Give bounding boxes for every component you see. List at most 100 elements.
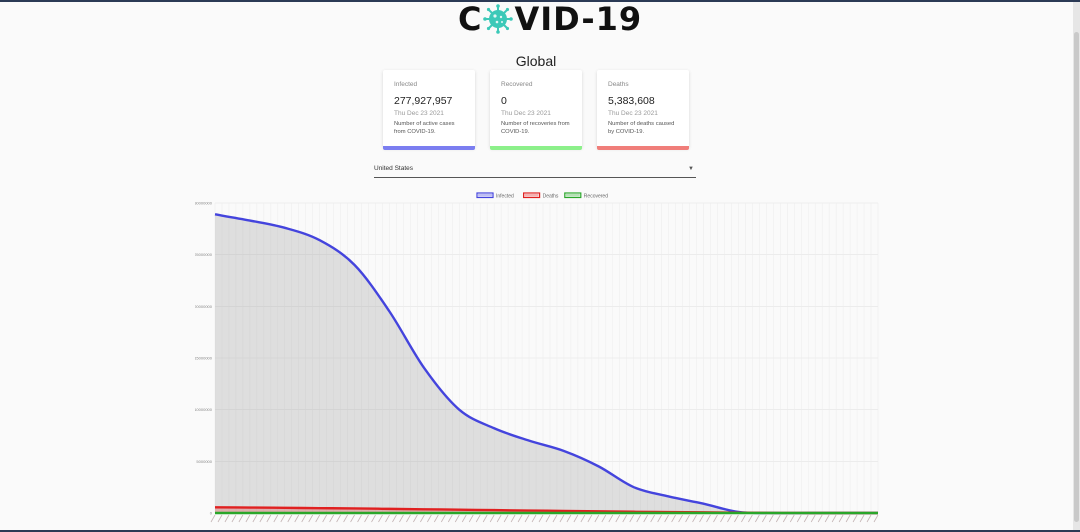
x-tick-mark (664, 514, 669, 523)
x-tick-mark (859, 514, 865, 523)
y-tick-label: 20000000 (195, 304, 213, 309)
x-tick-mark (796, 514, 802, 523)
y-tick-label: 10000000 (195, 407, 213, 412)
x-tick-mark (671, 514, 676, 523)
country-select-value: United States (374, 165, 414, 172)
infected-label: Infected (394, 81, 418, 88)
series-area-deaths (215, 507, 878, 514)
legend-swatch-fill (478, 194, 492, 197)
x-tick-mark (245, 514, 251, 523)
x-tick-mark (217, 514, 223, 523)
x-tick-mark (810, 514, 816, 523)
window-bottom-border (0, 530, 1080, 532)
x-tick-mark (831, 514, 837, 523)
x-tick-mark (524, 514, 530, 523)
x-tick-mark (371, 514, 376, 523)
x-tick-mark (622, 514, 628, 523)
legend-swatch-deaths[interactable] (523, 192, 541, 199)
x-tick-mark (224, 514, 230, 523)
x-tick-mark (594, 514, 600, 523)
recovered-label: Recovered (501, 81, 533, 88)
x-tick-mark (531, 514, 537, 523)
x-tick-mark (706, 514, 711, 523)
x-tick-mark (315, 514, 321, 523)
y-tick-label: 5000000 (196, 459, 212, 464)
legend-swatch-infected[interactable] (476, 192, 494, 199)
x-tick-mark (399, 514, 404, 523)
x-tick-mark (545, 514, 551, 523)
x-tick-mark (699, 514, 704, 523)
infected-card: Infected 277,927,957 Thu Dec 23 2021 Num… (383, 70, 475, 150)
x-tick-mark (573, 514, 579, 523)
x-tick-mark (643, 514, 649, 523)
logo-text-right: VID-19 (514, 0, 643, 38)
x-tick-mark (357, 514, 362, 523)
legend-swatch-fill (524, 194, 539, 197)
deaths-label: Deaths (608, 81, 629, 88)
logo-text-left: C (458, 0, 483, 38)
cases-line-chart: 30000000 25000000 20000000 15000000 10000000… (195, 192, 879, 523)
series-area-infected (215, 214, 878, 514)
x-tick-mark (734, 514, 739, 523)
x-tick-mark (650, 514, 656, 523)
x-tick-mark (392, 514, 397, 523)
deaths-desc-line2: by COVID-19. (608, 129, 645, 135)
x-tick-mark (852, 514, 858, 523)
x-tick-mark (350, 514, 355, 523)
x-tick-mark (580, 514, 586, 523)
x-tick-mark (873, 514, 879, 523)
infected-date: Thu Dec 23 2021 (394, 110, 444, 117)
x-tick-mark (427, 514, 432, 523)
legend-swatch-fill (565, 194, 580, 197)
infected-desc-line2: from COVID-19. (394, 129, 436, 135)
x-tick-mark (266, 514, 272, 523)
x-tick-mark (517, 514, 523, 523)
x-tick-mark (685, 514, 690, 523)
scrollbar-thumb[interactable] (1074, 32, 1079, 522)
x-tick-mark (552, 514, 558, 523)
x-tick-mark (713, 514, 718, 523)
x-tick-mark (406, 514, 411, 523)
x-tick-mark (454, 514, 460, 523)
recovered-date: Thu Dec 23 2021 (501, 110, 551, 117)
x-tick-mark (364, 514, 369, 523)
x-tick-mark (475, 514, 481, 523)
legend-label-recovered: Recovered (584, 194, 608, 200)
recovered-card: Recovered 0 Thu Dec 23 2021 Number of re… (490, 70, 582, 150)
legend-swatch-recovered[interactable] (564, 192, 582, 199)
y-tick-label: 15000000 (195, 356, 213, 361)
x-tick-mark (678, 514, 683, 523)
recovered-description: Number of recoveries from COVID-19. (501, 120, 571, 136)
x-tick-mark (273, 514, 279, 523)
x-tick-mark (608, 514, 614, 523)
x-tick-mark (761, 514, 767, 523)
country-select[interactable]: United States ▼ (374, 165, 696, 178)
virus-icon (483, 4, 514, 34)
x-tick-mark (503, 514, 509, 523)
x-tick-mark (329, 514, 334, 523)
x-tick-mark (587, 514, 593, 523)
x-tick-mark (510, 514, 516, 523)
infected-count: 277,927,957 (394, 95, 453, 107)
x-tick-mark (301, 514, 307, 523)
x-tick-mark (210, 514, 216, 523)
page-scrollbar[interactable] (1073, 2, 1080, 530)
y-tick-label: 0 (210, 511, 213, 516)
x-tick-mark (824, 514, 830, 523)
x-tick-mark (238, 514, 244, 523)
deaths-color-bar (597, 146, 689, 150)
x-tick-mark (413, 514, 418, 523)
x-tick-mark (496, 514, 502, 523)
x-tick-mark (252, 514, 258, 523)
deaths-count: 5,383,608 (608, 95, 655, 107)
x-tick-mark (538, 514, 544, 523)
x-tick-mark (755, 514, 760, 523)
x-tick-mark (601, 514, 607, 523)
infected-color-bar (383, 146, 475, 150)
x-tick-mark (748, 514, 753, 523)
x-tick-mark (433, 514, 439, 523)
x-tick-mark (468, 514, 474, 523)
infected-desc-line1: Number of active cases (394, 121, 455, 127)
x-tick-mark (727, 514, 732, 523)
infected-description: Number of active cases from COVID-19. (394, 120, 464, 136)
